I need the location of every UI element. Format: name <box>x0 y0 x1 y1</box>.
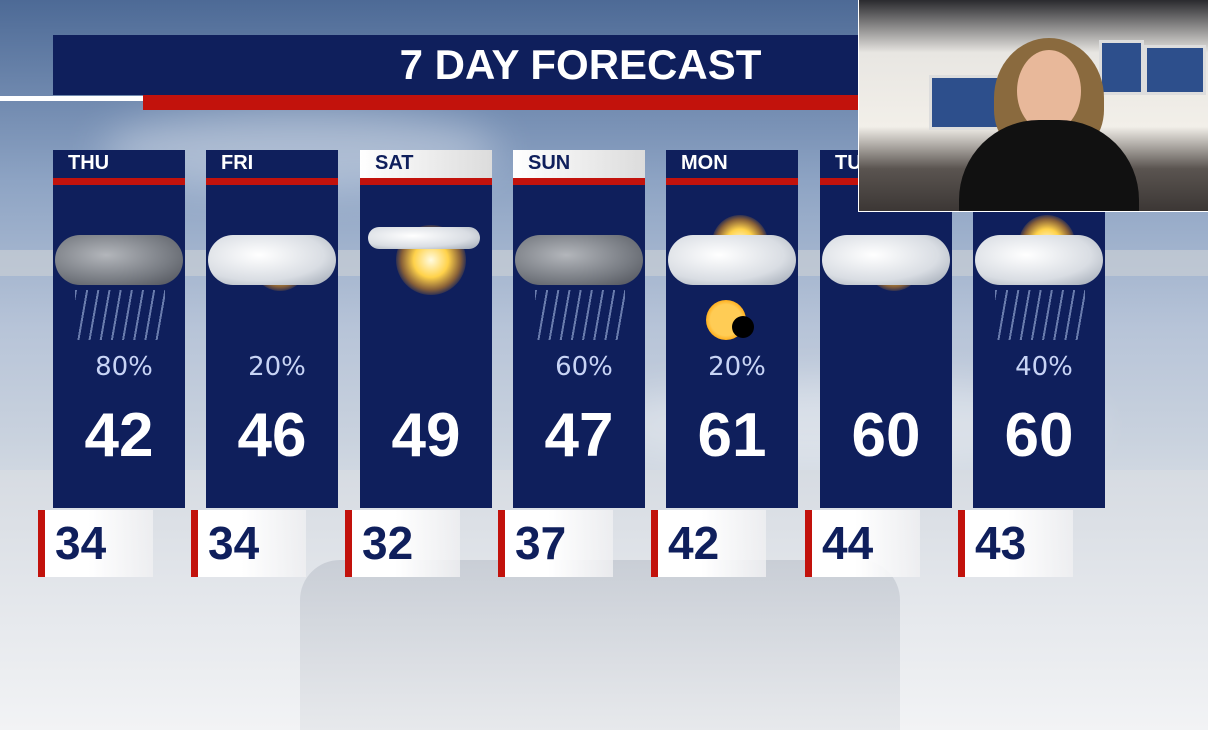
high-temp: 60 <box>1004 401 1074 470</box>
day-label: MON <box>681 152 728 174</box>
presenter-face <box>1017 50 1081 132</box>
day-red-bar <box>360 178 492 185</box>
forecast-day-1: FRI 20% 46 <box>206 150 338 508</box>
low-temp-box: 37 <box>498 510 613 577</box>
low-temp-box: 43 <box>958 510 1073 577</box>
day-label: SUN <box>513 150 645 178</box>
high-temp: 42 <box>84 401 154 470</box>
rain-snow-cloud-icon <box>53 205 185 345</box>
low-temp-box: 42 <box>651 510 766 577</box>
partly-cloudy-eclipse-icon <box>666 205 798 345</box>
low-temp-box: 34 <box>191 510 306 577</box>
low-temp: 42 <box>668 517 720 569</box>
studio-screen <box>1144 45 1206 95</box>
high-temp: 49 <box>391 401 461 470</box>
rain-cloud-icon <box>513 205 645 345</box>
day-label: TU <box>835 152 862 174</box>
day-red-bar <box>513 178 645 185</box>
precip-chance: 60% <box>555 352 613 382</box>
day-red-bar <box>206 178 338 185</box>
mostly-sunny-icon <box>360 205 492 345</box>
low-temp-box: 44 <box>805 510 920 577</box>
high-temp: 46 <box>237 401 307 470</box>
title-red-bar <box>143 95 858 110</box>
precip-chance: 20% <box>248 352 306 382</box>
low-temp: 37 <box>515 517 567 569</box>
forecast-day-0: THU 80% 42 <box>53 150 185 508</box>
forecast-day-3: SUN 60% 47 <box>513 150 645 508</box>
day-red-bar <box>53 178 185 185</box>
low-temp-box: 32 <box>345 510 460 577</box>
title-accent-line <box>0 96 143 101</box>
forecast-day-4: MON 20% 61 <box>666 150 798 508</box>
high-temp: 61 <box>697 401 767 470</box>
forecast-day-2: SAT 49 <box>360 150 492 508</box>
studio-well <box>300 560 900 730</box>
day-label: THU <box>68 152 110 174</box>
high-temp: 60 <box>851 401 921 470</box>
precip-chance: 40% <box>1015 352 1073 382</box>
precip-chance: 20% <box>708 352 766 382</box>
day-label: FRI <box>221 152 254 174</box>
low-temp: 34 <box>55 517 107 569</box>
partly-sunny-icon <box>206 205 338 345</box>
low-temp: 34 <box>208 517 260 569</box>
presenter-video-inset <box>858 0 1208 212</box>
precip-chance: 80% <box>95 352 153 382</box>
page-title: 7 DAY FORECAST <box>399 41 762 88</box>
day-red-bar <box>666 178 798 185</box>
title-banner: 7 DAY FORECAST <box>53 35 858 95</box>
presenter-body <box>959 120 1139 211</box>
partly-sunny-showers-icon <box>973 205 1105 345</box>
studio-screen <box>1099 40 1144 95</box>
day-label: SAT <box>360 150 492 178</box>
low-temp: 43 <box>975 517 1027 569</box>
high-temp: 47 <box>544 401 614 470</box>
low-temp: 32 <box>362 517 414 569</box>
low-temp: 44 <box>822 517 874 569</box>
partly-sunny-icon <box>820 205 952 345</box>
low-temp-box: 34 <box>38 510 153 577</box>
